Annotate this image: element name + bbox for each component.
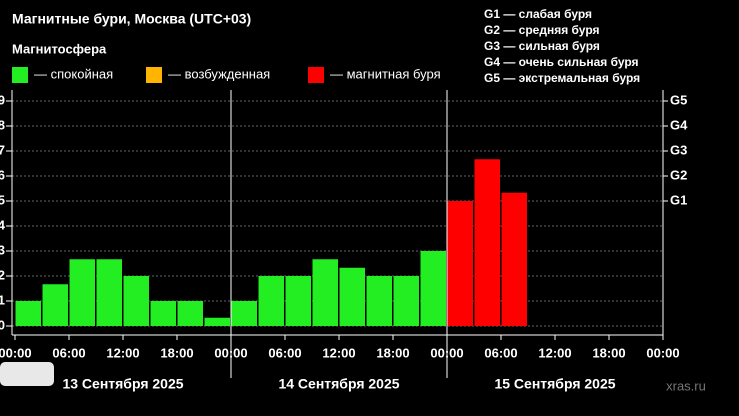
g-scale-item: G5 — экстремальная буря xyxy=(484,71,640,85)
y-tick-label: 9 xyxy=(0,92,5,107)
bar xyxy=(339,267,365,326)
bar xyxy=(447,201,473,326)
source: xras.ru xyxy=(666,378,706,393)
y-tick-label: 8 xyxy=(0,117,5,132)
bar xyxy=(150,301,176,326)
x-tick-label: 12:00 xyxy=(106,345,139,360)
legend-label: — возбужденная xyxy=(168,66,270,81)
y2-tick-label: G4 xyxy=(670,117,688,132)
g-scale-item: G3 — сильная буря xyxy=(484,39,600,53)
x-tick-label: 18:00 xyxy=(160,345,193,360)
y-tick-label: 1 xyxy=(0,292,5,307)
g-scale-item: G4 — очень сильная буря xyxy=(484,55,639,69)
legend-swatch xyxy=(146,67,162,83)
chart-title: Магнитные бури, Москва (UTC+03) xyxy=(12,11,251,27)
y2-tick-label: G3 xyxy=(670,142,687,157)
x-tick-label: 00:00 xyxy=(0,345,32,360)
bar xyxy=(123,276,149,326)
g-scale-item: G2 — средняя буря xyxy=(484,23,600,37)
chart-subtitle: Магнитосфера xyxy=(12,41,107,56)
x-tick-label: 12:00 xyxy=(538,345,571,360)
bar xyxy=(501,192,527,326)
legend-swatch xyxy=(308,67,324,83)
bar xyxy=(15,301,41,326)
bar xyxy=(312,259,338,326)
day-label: 15 Сентября 2025 xyxy=(494,376,615,392)
y-tick-label: 0 xyxy=(0,317,5,332)
legend-label: — магнитная буря xyxy=(330,66,441,81)
y-tick-label: 4 xyxy=(0,217,6,232)
x-tick-label: 06:00 xyxy=(484,345,517,360)
bar xyxy=(393,276,419,326)
y-tick-label: 2 xyxy=(0,267,5,282)
x-tick-label: 06:00 xyxy=(52,345,85,360)
y2-tick-label: G2 xyxy=(670,167,687,182)
bar xyxy=(285,276,311,326)
copy-button[interactable] xyxy=(0,362,54,386)
y-tick-label: 6 xyxy=(0,167,5,182)
bar xyxy=(231,301,257,326)
bar xyxy=(366,276,392,326)
x-tick-label: 18:00 xyxy=(376,345,409,360)
bar xyxy=(42,284,68,326)
day-label: 14 Сентября 2025 xyxy=(278,376,399,392)
x-tick-label: 12:00 xyxy=(322,345,355,360)
legend-swatch xyxy=(12,67,28,83)
bar xyxy=(204,317,230,326)
bar xyxy=(420,251,446,326)
y-tick-label: 7 xyxy=(0,142,5,157)
legend-label: — спокойная xyxy=(34,66,113,81)
g-scale-item: G1 — слабая буря xyxy=(484,7,592,21)
y2-tick-label: G1 xyxy=(670,192,687,207)
bar xyxy=(177,301,203,326)
x-tick-label: 18:00 xyxy=(592,345,625,360)
bar xyxy=(69,259,95,326)
y-tick-label: 5 xyxy=(0,192,5,207)
x-tick-label: 00:00 xyxy=(646,345,679,360)
bar xyxy=(96,259,122,326)
x-tick-label: 06:00 xyxy=(268,345,301,360)
y-tick-label: 3 xyxy=(0,242,5,257)
y2-tick-label: G5 xyxy=(670,92,687,107)
day-label: 13 Сентября 2025 xyxy=(62,376,183,392)
bar xyxy=(474,159,500,326)
bar xyxy=(258,276,284,326)
